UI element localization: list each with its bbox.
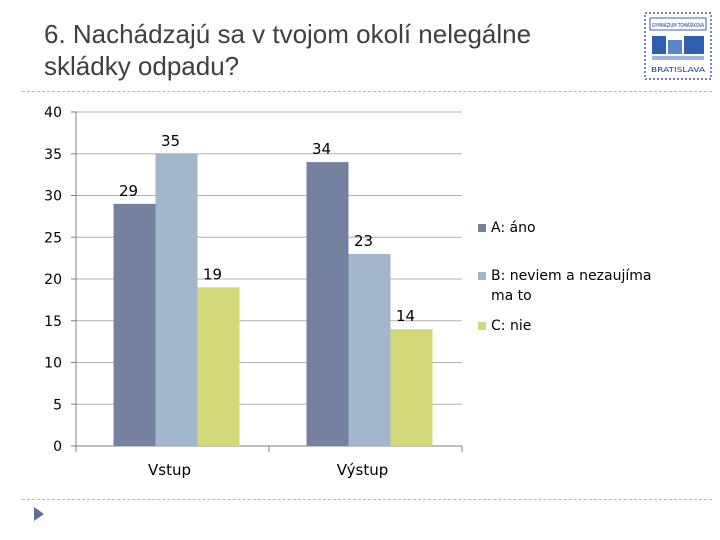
data-label: 34 xyxy=(312,140,331,158)
logo-top-text: GYMNÁZIUM TOMÁŠIKOVA xyxy=(652,22,704,29)
x-tick-label: Vstup xyxy=(148,461,191,479)
footer-divider xyxy=(22,499,712,500)
logo-bottom-text: BRATISLAVA xyxy=(651,66,705,74)
legend-label: C: nie xyxy=(491,318,531,334)
bar xyxy=(390,329,433,446)
legend-swatch xyxy=(478,272,486,280)
bar xyxy=(155,153,198,446)
y-tick-label: 30 xyxy=(44,189,62,205)
legend-swatch xyxy=(478,224,486,232)
data-label: 35 xyxy=(161,132,180,150)
title-divider xyxy=(22,91,712,92)
data-label: 14 xyxy=(396,307,415,325)
bar xyxy=(348,253,391,446)
legend-label: B: neviem a nezaujíma ma to xyxy=(491,268,651,304)
y-tick-label: 35 xyxy=(44,147,62,163)
data-label: 19 xyxy=(203,265,222,283)
y-tick-label: 25 xyxy=(44,230,62,246)
y-tick-label: 5 xyxy=(53,397,62,413)
slide-nav-arrow-icon[interactable] xyxy=(32,505,46,523)
y-tick-label: 20 xyxy=(44,272,62,288)
legend-label: A: áno xyxy=(491,220,536,236)
y-tick-label: 0 xyxy=(53,439,62,455)
x-tick-label: Výstup xyxy=(337,461,388,479)
data-label: 29 xyxy=(119,182,138,200)
bar xyxy=(306,162,349,446)
bar xyxy=(197,287,240,446)
y-tick-label: 15 xyxy=(44,314,62,330)
y-tick-label: 40 xyxy=(44,105,62,121)
bar xyxy=(113,203,156,446)
legend-swatch xyxy=(478,322,486,330)
school-logo: GYMNÁZIUM TOMÁŠIKOVA BRATISLAVA xyxy=(644,12,712,80)
slide-title: 6. Nachádzajú sa v tvojom okolí nelegáln… xyxy=(44,19,532,81)
data-label: 23 xyxy=(354,232,373,250)
y-tick-label: 10 xyxy=(44,356,62,372)
